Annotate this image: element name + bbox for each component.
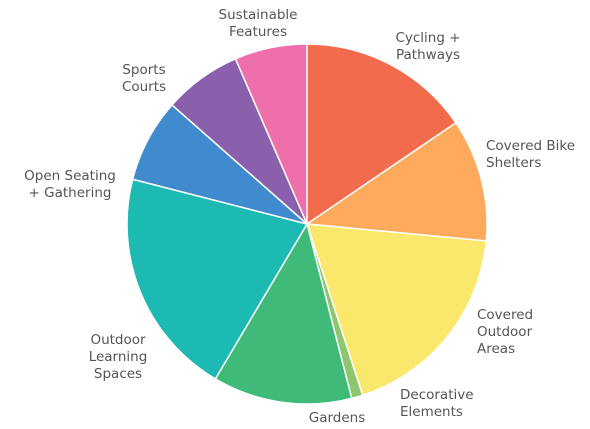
label-line: Decorative <box>400 387 474 403</box>
slice-cycling-pathways <box>306 43 457 225</box>
label-outdoor-learning-spaces: Outdoor Learning Spaces <box>89 332 148 382</box>
label-line: Shelters <box>486 155 541 171</box>
label-cycling-pathways: Cycling + Pathways <box>395 30 460 63</box>
label-line: Learning <box>89 349 148 365</box>
slices-layer <box>126 43 488 405</box>
slice-gardens <box>214 223 353 405</box>
slice-covered-outdoor-areas <box>306 223 487 396</box>
label-line: Covered <box>477 307 533 323</box>
label-line: Spaces <box>94 366 142 382</box>
label-line: Areas <box>477 341 515 357</box>
label-decorative-elements: Decorative Elements <box>400 387 474 420</box>
label-open-seating-gathering: Open Seating + Gathering <box>24 168 116 201</box>
label-line: Features <box>229 24 287 40</box>
slice-covered-bike-shelters <box>306 122 488 242</box>
label-line: Courts <box>122 79 166 95</box>
label-line: Covered Bike <box>486 138 575 154</box>
label-covered-outdoor-areas: Covered Outdoor Areas <box>477 307 533 357</box>
label-line: Gardens <box>309 410 366 426</box>
label-line: Elements <box>400 404 463 420</box>
slice-outdoor-learning-spaces <box>126 178 308 380</box>
label-line: Pathways <box>396 47 460 63</box>
label-line: Sports <box>122 62 165 78</box>
slice-sustainable-features <box>234 43 308 225</box>
label-line: Outdoor <box>477 324 533 340</box>
label-line: Open Seating <box>24 168 116 184</box>
label-line: Outdoor <box>90 332 146 348</box>
label-line: + Gathering <box>29 185 112 201</box>
label-line: Sustainable <box>219 7 298 23</box>
label-sustainable-features: Sustainable Features <box>219 7 298 40</box>
label-sports-courts: Sports Courts <box>122 62 166 95</box>
label-line: Cycling + <box>395 30 460 46</box>
label-gardens: Gardens <box>309 410 366 426</box>
label-covered-bike-shelters: Covered Bike Shelters <box>486 138 575 171</box>
